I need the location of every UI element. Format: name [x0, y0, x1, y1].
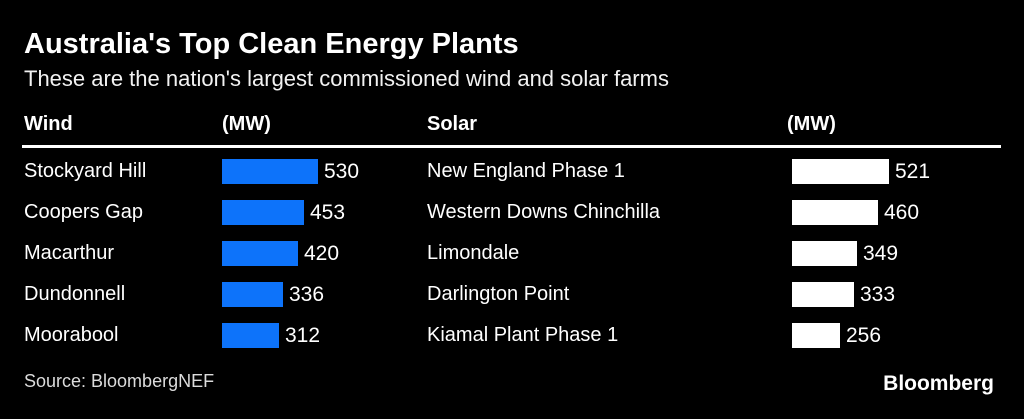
- solar-bar-value: 349: [863, 241, 899, 265]
- wind-bar-value: 336: [289, 282, 325, 306]
- wind-row: Macarthur 420: [24, 233, 414, 274]
- solar-bar-wrap: 349: [792, 241, 898, 266]
- wind-row-label: Dundonnell: [24, 283, 126, 305]
- wind-bar-wrap: 312: [222, 323, 320, 348]
- solar-row: Darlington Point 333: [427, 274, 1007, 315]
- wind-bar-wrap: 336: [222, 282, 324, 307]
- source-note: Source: BloombergNEF: [24, 371, 215, 391]
- solar-bar-wrap: 460: [792, 200, 919, 225]
- solar-column-header: Solar: [427, 113, 478, 135]
- wind-bar-wrap: 420: [222, 241, 339, 266]
- wind-row: Dundonnell 336: [24, 274, 414, 315]
- bloomberg-logo: Bloomberg: [883, 372, 994, 395]
- solar-bar-value: 460: [884, 200, 920, 224]
- solar-bar: [792, 323, 840, 348]
- wind-row-label: Coopers Gap: [24, 201, 143, 223]
- wind-bar: [222, 200, 304, 225]
- header-divider: [22, 145, 1001, 148]
- solar-rows: New England Phase 1 521 Western Downs Chin…: [427, 151, 1007, 356]
- solar-row: New England Phase 1 521: [427, 151, 1007, 192]
- solar-bar-wrap: 521: [792, 159, 930, 184]
- solar-bar: [792, 282, 854, 307]
- wind-bar: [222, 282, 283, 307]
- solar-bar-value: 256: [846, 323, 882, 347]
- wind-row-label: Stockyard Hill: [24, 160, 147, 182]
- wind-bar-wrap: 530: [222, 159, 359, 184]
- solar-row-label: Limondale: [427, 242, 520, 264]
- wind-bar: [222, 159, 318, 184]
- solar-row-label: Western Downs Chinchilla: [427, 201, 661, 223]
- solar-bar: [792, 200, 878, 225]
- wind-unit-header: (MW): [222, 113, 271, 135]
- solar-bar-wrap: 333: [792, 282, 895, 307]
- solar-bar-value: 521: [895, 159, 931, 183]
- solar-bar: [792, 159, 889, 184]
- solar-row-label: Kiamal Plant Phase 1: [427, 324, 619, 346]
- solar-row-label: New England Phase 1: [427, 160, 625, 182]
- solar-bar-value: 333: [860, 282, 896, 306]
- wind-bar-wrap: 453: [222, 200, 345, 225]
- wind-bar-value: 420: [304, 241, 340, 265]
- solar-bar: [792, 241, 857, 266]
- wind-bar-value: 312: [285, 323, 321, 347]
- solar-row: Western Downs Chinchilla 460: [427, 192, 1007, 233]
- solar-row: Kiamal Plant Phase 1 256: [427, 315, 1007, 356]
- solar-row: Limondale 349: [427, 233, 1007, 274]
- wind-row-label: Moorabool: [24, 324, 119, 346]
- solar-row-label: Darlington Point: [427, 283, 570, 305]
- wind-bar: [222, 241, 298, 266]
- wind-row: Coopers Gap 453: [24, 192, 414, 233]
- chart-subtitle: These are the nation's largest commissio…: [24, 66, 669, 91]
- solar-bar-wrap: 256: [792, 323, 881, 348]
- wind-bar-value: 530: [324, 159, 360, 183]
- chart-title: Australia's Top Clean Energy Plants: [24, 28, 519, 60]
- wind-column-header: Wind: [24, 113, 73, 135]
- wind-bar-value: 453: [310, 200, 346, 224]
- wind-bar: [222, 323, 279, 348]
- wind-row: Stockyard Hill 530: [24, 151, 414, 192]
- solar-unit-header: (MW): [787, 113, 836, 135]
- wind-row-label: Macarthur: [24, 242, 115, 264]
- wind-row: Moorabool 312: [24, 315, 414, 356]
- wind-rows: Stockyard Hill 530 Coopers Gap 453 Macarthur…: [24, 151, 414, 356]
